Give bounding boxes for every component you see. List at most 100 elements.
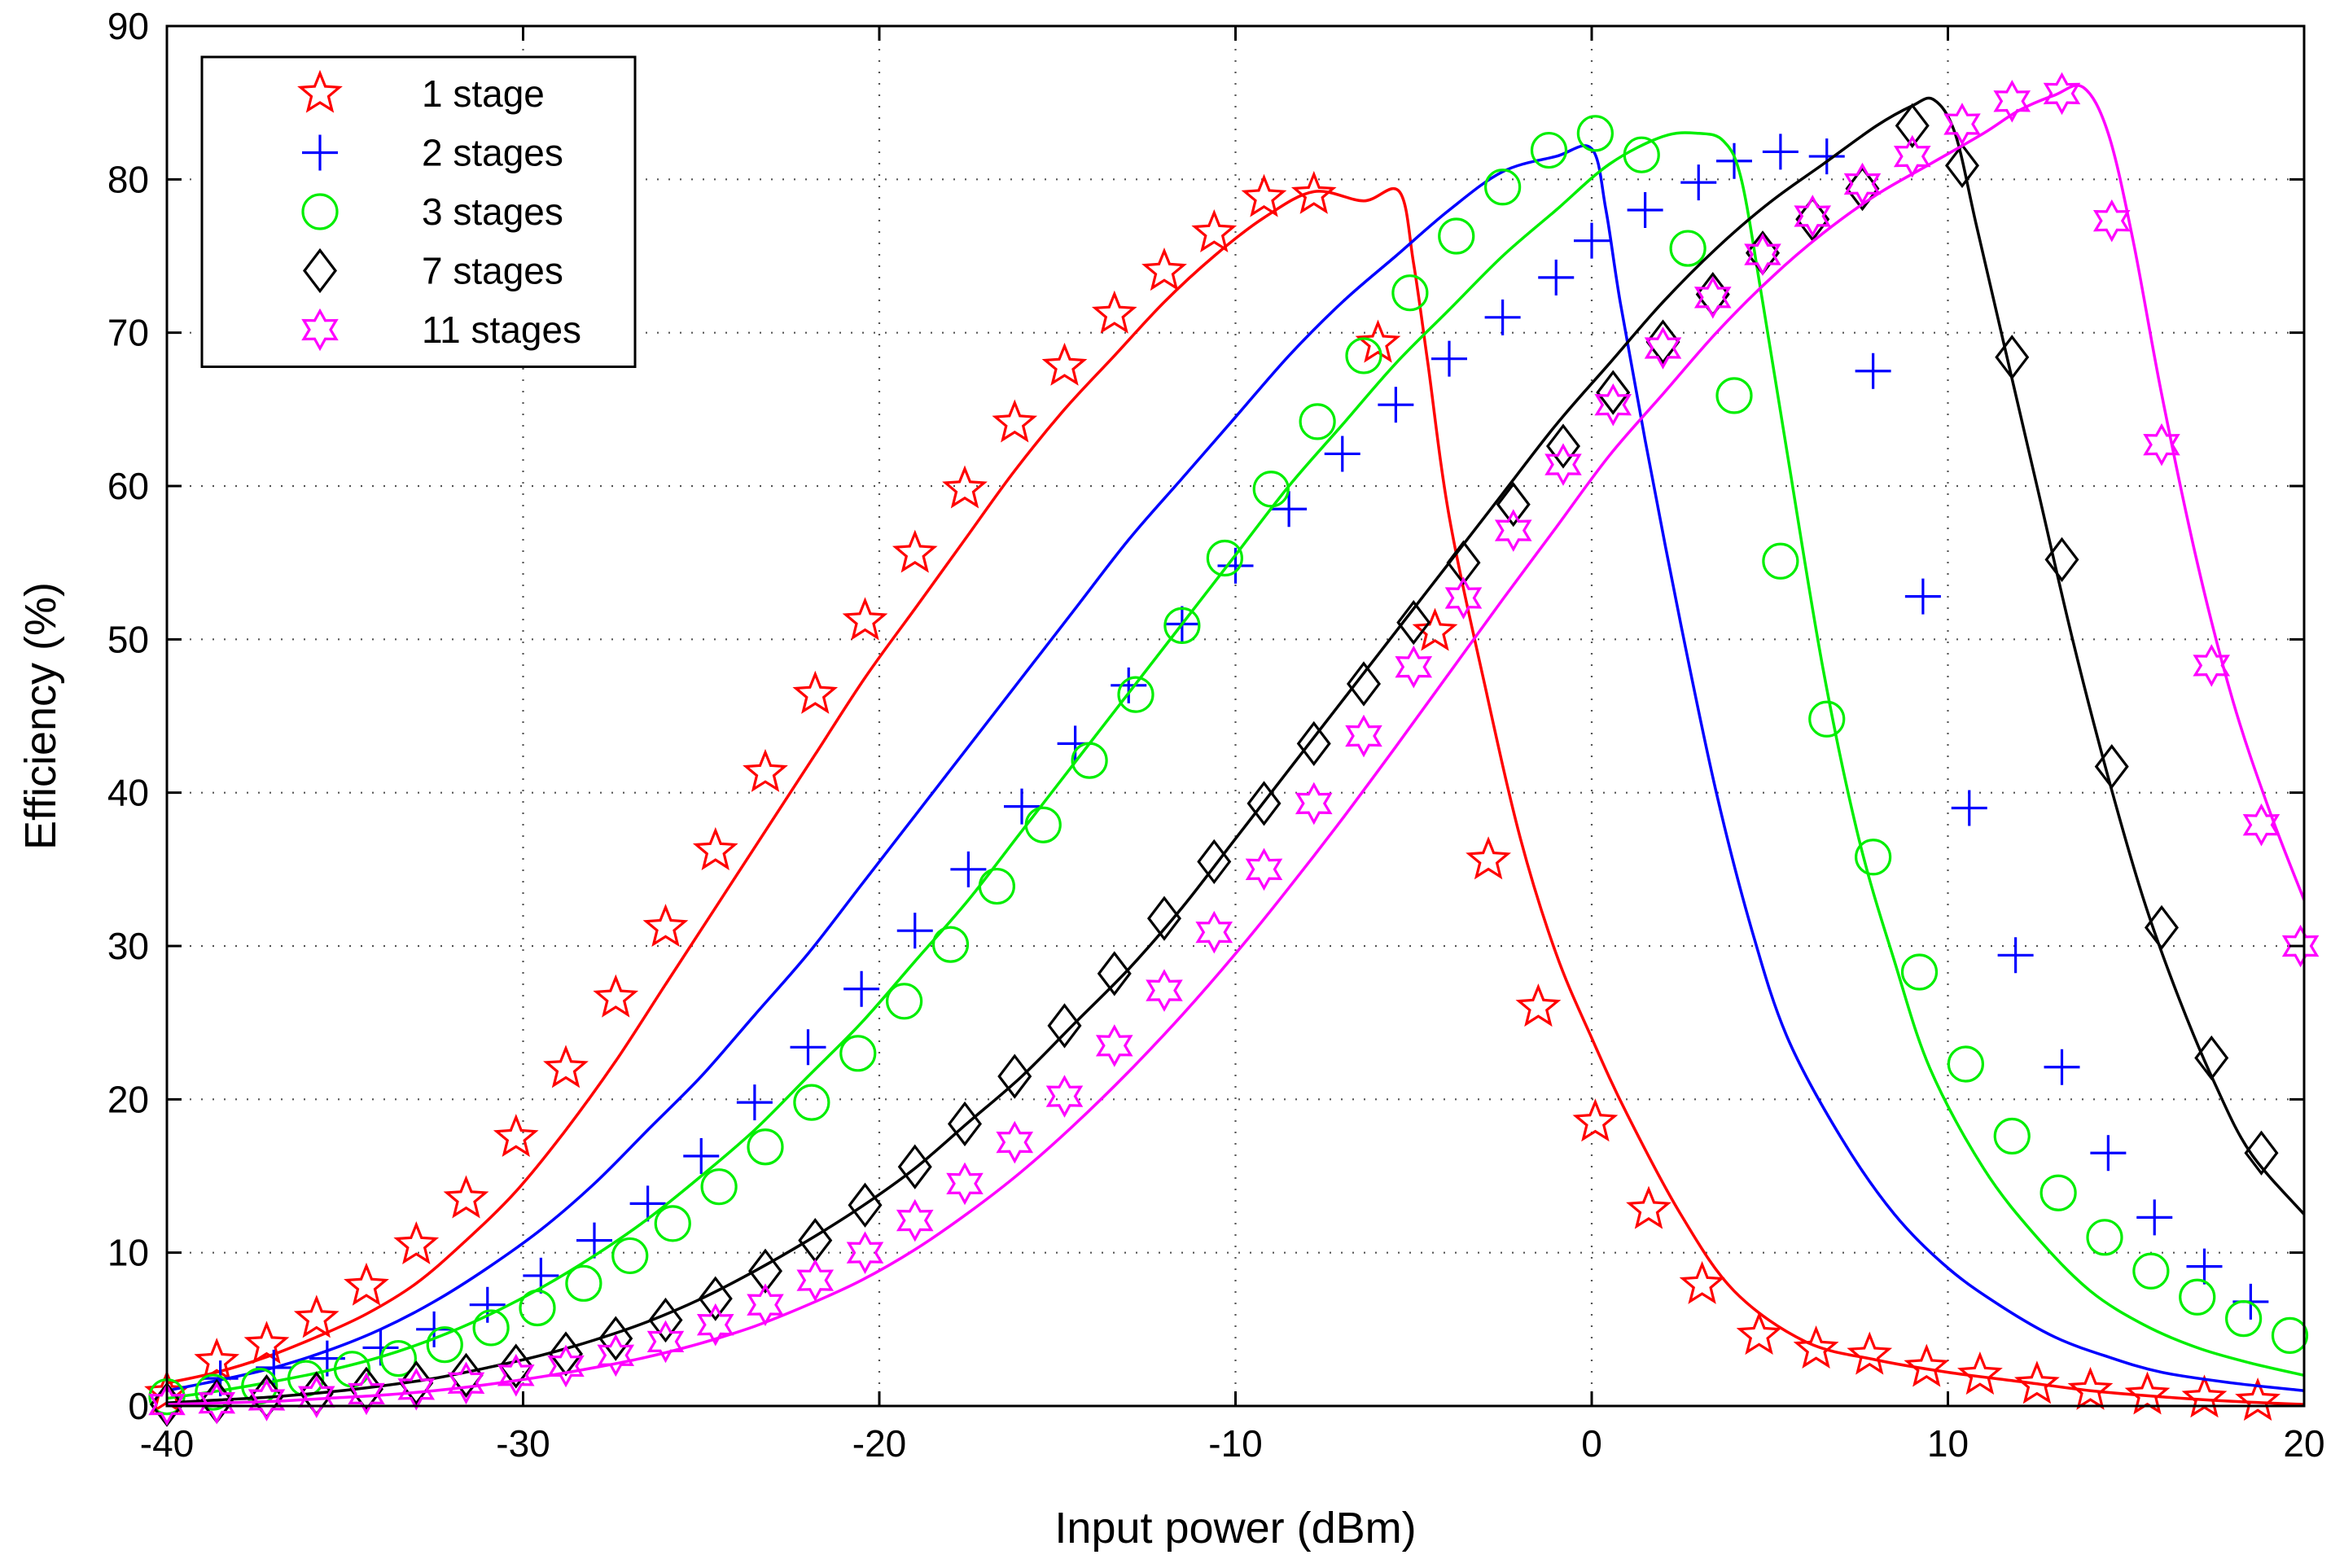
y-tick-label: 90	[107, 5, 149, 47]
data-point-7-stages	[1845, 165, 1880, 212]
data-point-1-stage	[1290, 170, 1337, 214]
data-point-2-stages	[1538, 259, 1575, 296]
legend-marker-2-stages	[302, 134, 338, 171]
data-point-11-stages	[1395, 645, 1433, 689]
series-line-1-stage	[166, 186, 2305, 1406]
legend: 1 stage 2 stages 3 stages 7 stages 11 stages	[200, 55, 637, 368]
y-tick-label: 60	[107, 465, 149, 507]
data-point-1-stage	[792, 670, 839, 714]
data-point-11-stages	[1245, 848, 1283, 891]
x-tick-label: -20	[852, 1422, 906, 1465]
data-point-1-stage	[1191, 208, 1238, 252]
data-point-2-stages	[1111, 667, 1147, 703]
data-point-1-stage	[892, 529, 938, 573]
data-point-11-stages	[348, 1372, 385, 1416]
data-point-1-stage	[344, 1262, 389, 1306]
data-point-7-stages	[947, 1101, 983, 1147]
data-point-3-stages	[793, 1084, 830, 1121]
data-point-2-stages	[843, 970, 880, 1007]
data-point-1-stage	[1412, 607, 1458, 651]
data-point-11-stages	[248, 1378, 286, 1421]
data-point-3-stages	[886, 983, 923, 1020]
data-point-1-stage	[692, 826, 738, 871]
series-line-11-stages	[166, 84, 2306, 1406]
data-point-11-stages	[2281, 924, 2320, 968]
data-point-3-stages	[519, 1289, 556, 1327]
data-point-1-stage	[543, 1045, 589, 1088]
data-point-2-stages	[1855, 353, 1891, 389]
data-point-1-stage	[1466, 836, 1511, 880]
data-point-1-stage	[1904, 1343, 1950, 1387]
data-point-3-stages	[654, 1205, 691, 1242]
data-point-2-stages	[2090, 1135, 2127, 1172]
data-point-2-stages	[1951, 790, 1987, 826]
data-point-3-stages	[1855, 839, 1892, 876]
data-point-2-stages	[683, 1138, 720, 1175]
data-point-3-stages	[611, 1237, 649, 1275]
data-point-7-stages	[598, 1316, 633, 1361]
data-point-11-stages	[597, 1334, 635, 1377]
data-point-2-stages	[2186, 1248, 2223, 1285]
data-point-7-stages	[1197, 839, 1232, 885]
data-point-1-stage	[243, 1321, 290, 1364]
data-point-1-stage	[1626, 1185, 1671, 1229]
series-1-stage	[144, 170, 2305, 1421]
data-point-7-stages	[997, 1053, 1032, 1099]
series-layer	[144, 72, 2320, 1427]
data-point-7-stages	[1545, 423, 1581, 469]
data-point-3-stages	[1206, 539, 1243, 577]
data-point-2-stages	[416, 1311, 453, 1347]
data-point-2-stages	[736, 1084, 773, 1121]
data-point-2-stages	[1484, 299, 1521, 335]
data-point-7-stages	[1047, 1003, 1082, 1049]
legend-item-11-stages: 11 stages	[301, 308, 581, 352]
data-point-11-stages	[198, 1381, 236, 1425]
data-point-7-stages	[747, 1248, 783, 1294]
series-line-2-stages	[166, 144, 2305, 1392]
data-point-3-stages	[1484, 169, 1522, 206]
data-point-3-stages	[2179, 1278, 2216, 1316]
series-line-3-stages	[166, 131, 2305, 1400]
y-axis-title: Efficiency (%)	[16, 582, 65, 850]
data-point-3-stages	[747, 1128, 784, 1166]
data-point-2-stages	[1324, 436, 1360, 472]
data-point-11-stages	[148, 1382, 186, 1426]
data-point-7-stages	[1396, 599, 1431, 646]
data-point-11-stages	[1794, 195, 1832, 238]
legend-marker-7-stages	[302, 247, 338, 294]
data-point-1-stage	[743, 748, 788, 792]
data-point-7-stages	[1995, 335, 2030, 380]
data-point-2-stages	[1627, 192, 1663, 228]
legend-item-1-stage: 1 stage	[297, 69, 545, 115]
data-point-3-stages	[1808, 700, 1846, 738]
data-point-3-stages	[1993, 1117, 2031, 1155]
data-point-1-stage	[1847, 1331, 1893, 1375]
legend-marker-3-stages	[301, 193, 339, 230]
data-point-7-stages	[1645, 319, 1680, 365]
data-point-3-stages	[1762, 542, 1799, 580]
data-point-11-stages	[896, 1198, 934, 1242]
data-point-3-stages	[978, 867, 1015, 905]
y-tick-label: 0	[128, 1385, 149, 1427]
data-point-11-stages	[2193, 644, 2231, 687]
data-point-3-stages	[379, 1340, 417, 1377]
data-point-3-stages	[1900, 953, 1939, 991]
data-point-11-stages	[646, 1320, 685, 1364]
data-point-2-stages	[2136, 1199, 2173, 1236]
data-point-3-stages	[472, 1309, 510, 1347]
data-point-1-stage	[1572, 1098, 1619, 1142]
data-point-2-stages	[1762, 134, 1799, 170]
legend-label: 11 stages	[422, 309, 581, 351]
legend-label: 3 stages	[422, 191, 563, 233]
axis-ticks: -40 -30 -20 -10 0 10 20 0 10 20 30 40 50 60 70 80 90	[107, 5, 2325, 1465]
data-point-3-stages	[1163, 607, 1201, 644]
data-point-3-stages	[1669, 230, 1707, 267]
y-tick-label: 20	[107, 1078, 149, 1120]
data-point-11-stages	[1644, 326, 1682, 370]
data-point-11-stages	[1744, 233, 1781, 276]
y-tick-label: 30	[107, 925, 149, 967]
data-point-2-stages	[1808, 138, 1845, 175]
data-point-11-stages	[1843, 162, 1882, 206]
legend-item-7-stages: 7 stages	[302, 247, 563, 294]
data-point-11-stages	[1146, 969, 1183, 1012]
